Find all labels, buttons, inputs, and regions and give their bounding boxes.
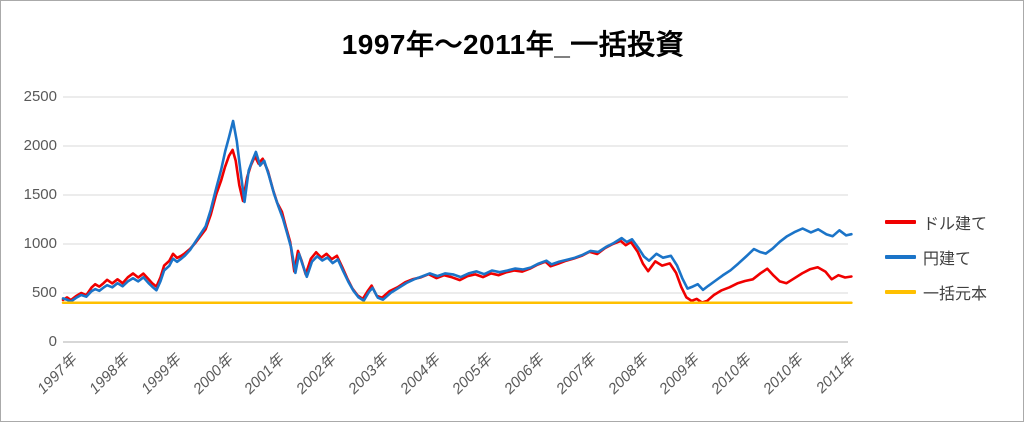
- y-axis-label: 500: [31, 284, 57, 301]
- legend-item: 円建て: [885, 239, 987, 274]
- y-axis-label: 2500: [23, 88, 57, 105]
- legend-item: 一括元本: [885, 274, 987, 309]
- series-line-1: [61, 148, 853, 304]
- legend-swatch-icon: [885, 219, 916, 224]
- chart-legend: ドル建て円建て一括元本: [885, 204, 987, 309]
- chart-title: 1997年～2011年_一括投資: [341, 29, 685, 60]
- legend-swatch-icon: [885, 254, 916, 259]
- y-axis-label: 1500: [23, 186, 57, 203]
- y-axis-label: 1000: [23, 235, 57, 252]
- y-axis-label: 2000: [23, 137, 57, 154]
- legend-label: 一括元本: [923, 285, 988, 303]
- series-line-2: [61, 119, 853, 303]
- legend-swatch-icon: [885, 289, 916, 294]
- legend-label: 円建て: [923, 250, 972, 268]
- y-axis-label: 0: [48, 333, 57, 350]
- legend-item: ドル建て: [885, 204, 987, 239]
- legend-label: ドル建て: [923, 215, 988, 233]
